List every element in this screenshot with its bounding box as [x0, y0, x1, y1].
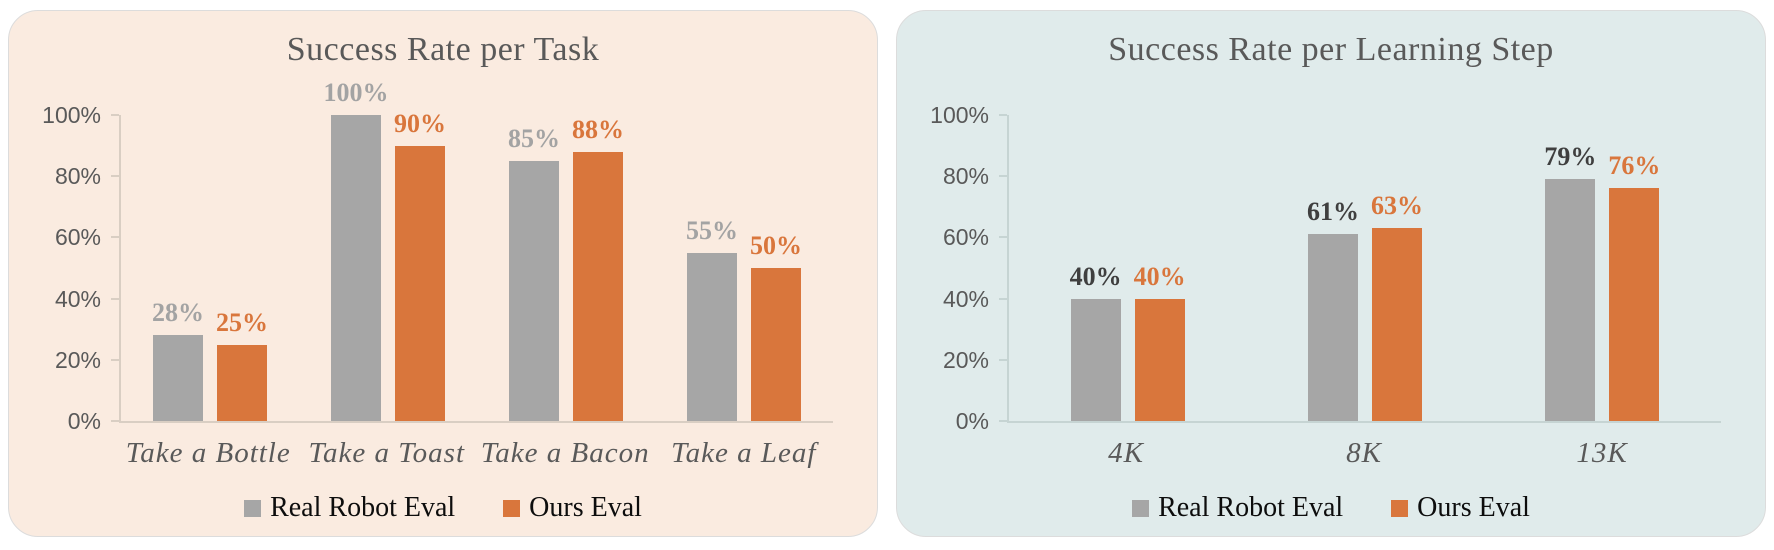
bar-real-robot-eval: 61%: [1307, 197, 1359, 421]
legend-label: Real Robot Eval: [270, 492, 456, 523]
bar-ours-eval: 90%: [394, 109, 446, 421]
bar-groups: 40% 40% 61% 63% 79% 76%: [1009, 115, 1721, 421]
y-axis-tick-mark: [111, 297, 119, 300]
bar-group-take-a-bacon: 85% 88%: [477, 115, 655, 421]
bar-real-robot-eval: 40%: [1070, 262, 1122, 421]
y-axis-tick-label: 100%: [42, 102, 101, 128]
bar-ours-eval: 88%: [572, 115, 624, 421]
chart-legend: Real Robot Eval Ours Eval: [35, 492, 851, 524]
bar-value-label: 40%: [1133, 261, 1186, 291]
x-axis-category-label: 13K: [1576, 437, 1628, 469]
x-axis-category-label: 4K: [1108, 437, 1144, 469]
x-axis-category-label: Take a Leaf: [671, 437, 817, 469]
legend-swatch-icon: [503, 499, 521, 517]
y-axis-tick-mark: [111, 114, 119, 116]
bar-value-label: 40%: [1069, 261, 1122, 291]
legend-item-real-robot-eval: Real Robot Eval: [1132, 492, 1343, 524]
chart-title: Success Rate per Learning Step: [1108, 31, 1554, 68]
bar-value-label: 25%: [216, 307, 268, 337]
legend-swatch-icon: [244, 499, 262, 517]
y-axis-tick-label: 80%: [942, 163, 989, 190]
bar-ours-eval: 63%: [1371, 191, 1423, 421]
bar-value-label: 100%: [323, 78, 389, 107]
y-axis-tick-mark: [111, 358, 119, 361]
legend-item-ours-eval: Ours Eval: [1391, 492, 1530, 524]
bar-ours-eval: 40%: [1134, 262, 1186, 421]
y-axis-tick-label: 60%: [942, 224, 989, 251]
chart-title: Success Rate per Task: [286, 31, 600, 68]
y-axis-tick-mark: [111, 236, 119, 239]
x-axis-category-label: Take a Bottle: [125, 437, 291, 469]
y-axis-tick-mark: [999, 420, 1007, 422]
y-axis-tick-label: 20%: [54, 346, 101, 373]
bar-real-robot-eval: 79%: [1544, 142, 1596, 421]
y-axis-tick-label: 100%: [930, 102, 989, 128]
bar-groups: 28% 25% 100% 90% 85% 88% 55% 50%: [121, 78, 833, 421]
y-axis-tick-label: 0%: [67, 408, 101, 434]
chart-card-success-rate-per-learning-step: Success Rate per Learning Step 0% 20% 40% 60…: [896, 10, 1766, 537]
bar-value-label: 28%: [152, 298, 204, 328]
legend-label: Ours Eval: [1417, 492, 1530, 523]
y-axis-tick-mark: [999, 358, 1007, 361]
bar-ours-eval: 50%: [750, 231, 802, 421]
y-axis-tick-mark: [111, 175, 119, 178]
x-axis-category-label: Take a Bacon: [480, 437, 650, 469]
legend-label: Ours Eval: [529, 492, 642, 523]
legend-label: Real Robot Eval: [1158, 492, 1344, 523]
bar-value-label: 88%: [572, 114, 624, 144]
bar-ours-eval: 76%: [1608, 151, 1660, 421]
bar-group-4k: 40% 40%: [1009, 115, 1246, 421]
bar-group-13k: 79% 76%: [1484, 115, 1721, 421]
bar-group-8k: 61% 63%: [1246, 115, 1483, 421]
bar-group-take-a-bottle: 28% 25%: [121, 115, 299, 421]
plot-area: 0% 20% 40% 60% 80% 100% 40% 40% 61% 63% 79% 76%: [930, 102, 1721, 434]
chart-body: 0% 20% 40% 60% 80% 100% 40% 40% 61% 63% 79% 76% 4K 8K…: [923, 102, 1739, 524]
bar-value-label: 61%: [1306, 197, 1359, 227]
bar-real-robot-eval: 28%: [152, 298, 204, 421]
y-axis-tick-mark: [999, 297, 1007, 300]
y-axis-tick-mark: [999, 236, 1007, 239]
y-axis-tick-label: 40%: [942, 285, 989, 312]
bar-real-robot-eval: 85%: [508, 124, 560, 421]
y-axis-tick-mark: [999, 175, 1007, 178]
chart-body: 0% 20% 40% 60% 80% 100% 28% 25% 100% 90% 85% 88% 55%…: [35, 78, 851, 524]
x-axis-labels: 4K 8K 13K: [1007, 437, 1721, 470]
bar-value-label: 63%: [1370, 191, 1423, 221]
bar-group-take-a-toast: 100% 90%: [299, 78, 477, 421]
bar-value-label: 50%: [750, 231, 802, 260]
x-axis-category-label: Take a Toast: [308, 437, 466, 469]
y-axis-tick-label: 40%: [54, 285, 101, 312]
y-axis-tick-label: 60%: [54, 224, 101, 251]
y-axis-tick-mark: [999, 114, 1007, 116]
chart-legend: Real Robot Eval Ours Eval: [923, 492, 1739, 524]
y-axis-tick-mark: [111, 420, 119, 422]
bar-value-label: 90%: [394, 108, 446, 138]
bar-value-label: 85%: [508, 123, 560, 153]
bar-real-robot-eval: 100%: [324, 78, 389, 421]
legend-swatch-icon: [1132, 499, 1150, 517]
x-axis-category-label: 8K: [1346, 437, 1382, 469]
bar-value-label: 79%: [1544, 142, 1597, 172]
bar-value-label: 76%: [1608, 151, 1661, 181]
y-axis-tick-label: 20%: [942, 346, 989, 373]
legend-item-real-robot-eval: Real Robot Eval: [244, 492, 455, 524]
y-axis-tick-label: 80%: [54, 163, 101, 190]
legend-swatch-icon: [1391, 499, 1409, 517]
bar-group-take-a-leaf: 55% 50%: [655, 115, 833, 421]
x-axis-labels: Take a Bottle Take a Toast Take a Bacon Tak…: [119, 437, 833, 470]
y-axis-tick-label: 0%: [955, 408, 989, 434]
plot-area: 0% 20% 40% 60% 80% 100% 28% 25% 100% 90% 85% 88% 55%…: [42, 78, 833, 434]
bar-ours-eval: 25%: [216, 308, 268, 421]
legend-item-ours-eval: Ours Eval: [503, 492, 642, 524]
chart-card-success-rate-per-task: Success Rate per Task 0% 20% 40% 60% 80% 100% 2…: [8, 10, 878, 537]
bar-value-label: 55%: [686, 215, 738, 245]
bar-real-robot-eval: 55%: [686, 216, 738, 421]
